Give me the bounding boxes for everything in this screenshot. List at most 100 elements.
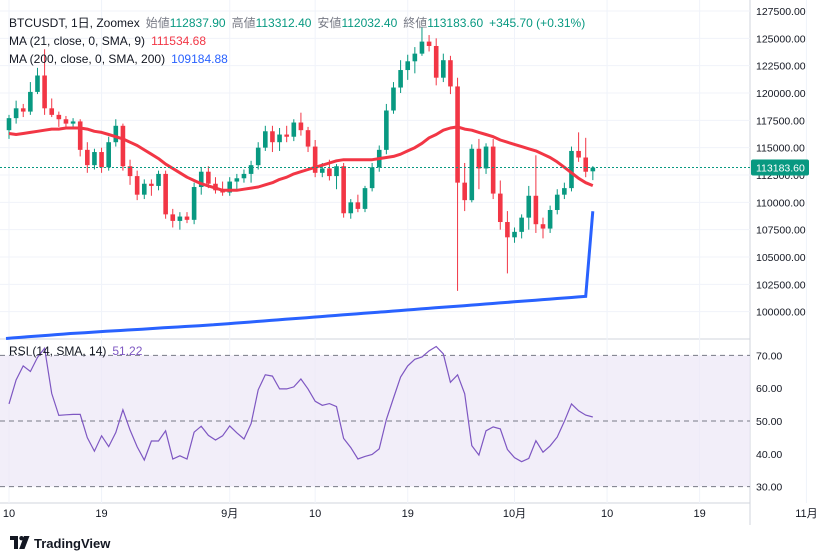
chart-line: MA (200, close, 0, SMA, 200) bbox=[5, 211, 595, 340]
rsi-tick-label: 50.00 bbox=[756, 416, 782, 428]
y-tick-label: 117500.00 bbox=[756, 115, 805, 127]
candle-body bbox=[441, 60, 446, 78]
candle bbox=[28, 82, 33, 115]
candle bbox=[106, 136, 111, 171]
candle bbox=[248, 160, 254, 183]
candle bbox=[20, 103, 26, 118]
candle bbox=[540, 217, 546, 239]
value-high: 113312.40 bbox=[255, 16, 312, 30]
candle bbox=[42, 49, 47, 115]
rsi-line-layer: RSI (14, SMA, 14) bbox=[8, 345, 593, 463]
candle bbox=[448, 55, 453, 95]
candle bbox=[412, 47, 418, 74]
candle bbox=[512, 227, 517, 243]
rsi-tick-label: 40.00 bbox=[756, 449, 782, 461]
candle bbox=[56, 111, 62, 127]
x-tick-label: 10 bbox=[601, 508, 613, 520]
y-tick-label: 115000.00 bbox=[756, 143, 805, 155]
candle bbox=[141, 179, 147, 200]
y-tick-label: 105000.00 bbox=[756, 252, 806, 264]
candle-body bbox=[476, 148, 482, 169]
y-tick-label: 102500.00 bbox=[756, 279, 806, 291]
candle bbox=[533, 155, 539, 233]
candle-body bbox=[526, 195, 532, 218]
legend-rsi[interactable]: RSI (14, SMA, 14) 51.22 bbox=[9, 344, 148, 358]
candle-body bbox=[327, 168, 332, 177]
price-tag-background bbox=[751, 159, 809, 176]
axis-layer: 10 19 9月 10 19 10月 10 19 11月 100000.00 102500.00 10… bbox=[0, 6, 817, 520]
candle-body bbox=[42, 75, 47, 109]
candle-body bbox=[319, 168, 325, 173]
y-tick-label: 127500.00 bbox=[756, 6, 806, 18]
candle bbox=[305, 126, 311, 153]
tradingview-icon bbox=[10, 536, 30, 549]
chart-line: RSI (14, SMA, 14) bbox=[8, 345, 593, 463]
candle bbox=[255, 142, 261, 170]
candle bbox=[576, 132, 581, 162]
candle bbox=[120, 123, 126, 171]
candle-body bbox=[191, 187, 197, 220]
y-tick-label: 125000.00 bbox=[756, 33, 806, 45]
candle bbox=[483, 143, 489, 174]
legend-ma21[interactable]: MA (21, close, 0, SMA, 9) 111534.68 bbox=[9, 34, 212, 48]
label-low: 安値 bbox=[317, 16, 342, 30]
candle bbox=[270, 125, 275, 153]
candle-body bbox=[469, 148, 475, 201]
candle-body bbox=[120, 125, 126, 167]
candle-body bbox=[412, 53, 418, 62]
candle bbox=[334, 164, 339, 190]
candle-body bbox=[63, 119, 69, 124]
candle bbox=[63, 115, 69, 128]
rsi-tick-label: 70.00 bbox=[756, 350, 782, 362]
price-tag: 113183.60 bbox=[756, 163, 805, 175]
candle-body bbox=[448, 60, 453, 87]
candle-body bbox=[263, 131, 268, 148]
candle bbox=[85, 142, 90, 173]
candle-body bbox=[56, 114, 62, 120]
candle-body bbox=[184, 216, 190, 220]
legend: BTCUSDT, 1日, Zoomex 始値112837.90 高値113312.4… bbox=[9, 16, 591, 30]
candle bbox=[312, 140, 318, 178]
candle-body bbox=[583, 157, 589, 172]
candle-body bbox=[533, 195, 539, 225]
ma21-layer: MA (21, close, 0, SMA, 9) bbox=[8, 125, 594, 192]
label-high: 高値 bbox=[231, 16, 256, 30]
candle bbox=[348, 199, 354, 219]
x-tick-label: 19 bbox=[402, 508, 414, 520]
ticker[interactable]: BTCUSDT, 1日, Zoomex bbox=[9, 16, 140, 30]
candle-body bbox=[505, 222, 510, 238]
candle bbox=[177, 212, 183, 230]
candle-body bbox=[106, 142, 111, 168]
rsi-tick-label: 60.00 bbox=[756, 383, 782, 395]
candle-body bbox=[92, 152, 97, 166]
value-close: 113183.60 bbox=[427, 16, 484, 30]
rsi-pane bbox=[0, 354, 750, 488]
candle-body bbox=[405, 61, 411, 71]
legend-ma200[interactable]: MA (200, close, 0, SMA, 200) 109184.88 bbox=[9, 52, 234, 66]
candle-body bbox=[455, 86, 460, 183]
label-open: 始値 bbox=[145, 16, 170, 30]
candle bbox=[362, 185, 368, 213]
candle-body bbox=[391, 87, 396, 111]
candle-body bbox=[554, 194, 560, 210]
candle bbox=[184, 212, 190, 224]
candle bbox=[263, 125, 268, 151]
tradingview-logo[interactable]: TradingView bbox=[10, 534, 110, 552]
candle-body bbox=[35, 75, 40, 92]
value-low: 112032.40 bbox=[341, 16, 398, 30]
candle-body bbox=[170, 214, 176, 221]
candle bbox=[156, 170, 161, 191]
label: MA (21, close, 0, SMA, 9) bbox=[9, 34, 146, 48]
candle bbox=[35, 67, 40, 95]
candle-body bbox=[462, 182, 467, 201]
candle-body bbox=[6, 118, 12, 131]
candle-body bbox=[49, 108, 55, 115]
candle-body bbox=[20, 108, 26, 112]
candle-body bbox=[198, 171, 204, 188]
candle bbox=[191, 182, 197, 225]
candle-body bbox=[348, 202, 354, 214]
candle bbox=[419, 27, 425, 56]
candle bbox=[127, 159, 133, 185]
candle-body bbox=[284, 134, 289, 137]
